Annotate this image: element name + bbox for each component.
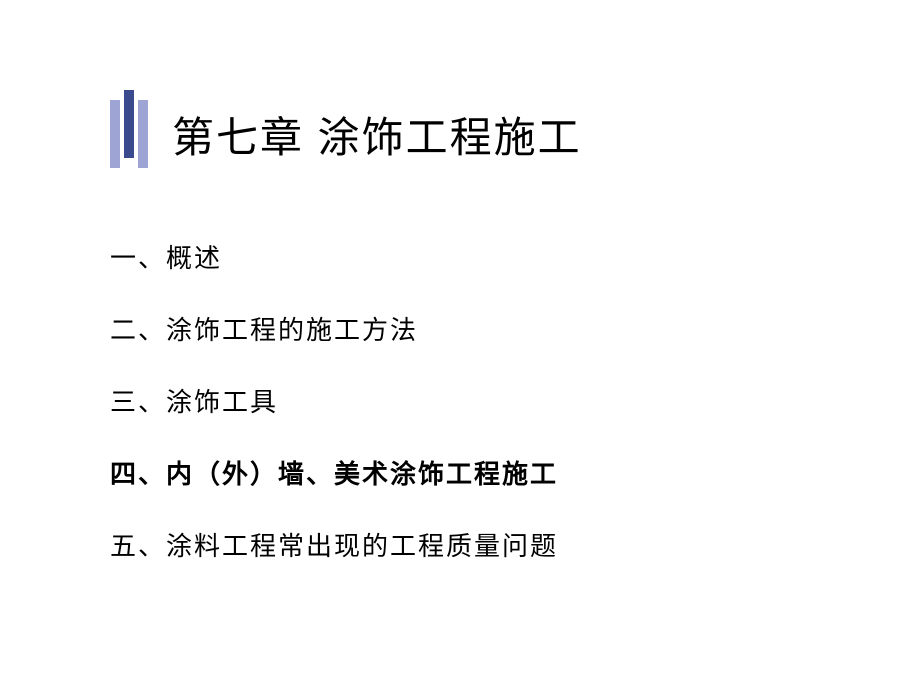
bar-1 (110, 100, 120, 168)
list-item: 二、涂饰工程的施工方法 (110, 310, 920, 347)
list-item: 三、涂饰工具 (110, 382, 920, 419)
list-item: 五、涂料工程常出现的工程质量问题 (110, 526, 920, 563)
list-item: 一、概述 (110, 238, 920, 275)
title-section: 第七章 涂饰工程施工 (110, 100, 920, 168)
bar-2 (124, 90, 134, 158)
bar-3 (138, 100, 148, 168)
bars-icon (110, 100, 152, 168)
content-list: 一、概述 二、涂饰工程的施工方法 三、涂饰工具 四、内（外）墙、美术涂饰工程施工… (110, 238, 920, 563)
slide-container: 第七章 涂饰工程施工 一、概述 二、涂饰工程的施工方法 三、涂饰工具 四、内（外… (0, 0, 920, 690)
page-title: 第七章 涂饰工程施工 (172, 104, 582, 165)
list-item: 四、内（外）墙、美术涂饰工程施工 (110, 454, 920, 491)
